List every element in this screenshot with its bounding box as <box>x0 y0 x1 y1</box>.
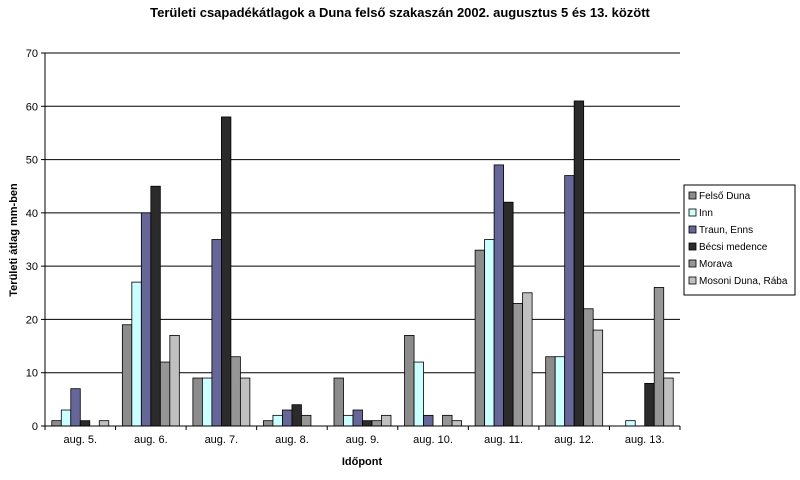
legend-label: Morava <box>699 259 733 270</box>
bar <box>493 164 505 427</box>
y-axis-title: Területi átlag mm-ben <box>8 183 20 297</box>
bar <box>150 185 161 427</box>
bar <box>545 356 556 427</box>
bar <box>522 292 533 427</box>
bar <box>564 175 575 427</box>
bar <box>512 303 524 427</box>
legend-label: Inn <box>699 208 713 219</box>
bar <box>79 420 91 427</box>
x-tick-label: aug. 11. <box>484 434 523 446</box>
bar <box>159 361 171 427</box>
bar <box>131 281 142 427</box>
bar <box>333 377 344 427</box>
bar <box>291 404 302 427</box>
bar <box>503 201 514 427</box>
x-tick-label: aug. 10. <box>413 434 453 446</box>
bar <box>451 420 462 427</box>
x-tick-label: aug. 5. <box>63 434 97 446</box>
bar <box>282 409 293 427</box>
legend-swatch <box>688 259 697 268</box>
y-tick-label: 50 <box>26 155 38 167</box>
bar <box>442 414 453 427</box>
y-tick-label: 20 <box>26 314 38 326</box>
x-tick-label: aug. 9. <box>346 434 380 446</box>
bar <box>592 329 604 427</box>
bar <box>121 324 133 427</box>
bar <box>404 335 415 427</box>
y-tick-label: 60 <box>26 101 38 113</box>
bar <box>573 100 585 427</box>
bar <box>484 239 495 427</box>
y-tick-labels: 0 10 20 30 40 50 60 70 <box>26 48 38 433</box>
legend-swatch <box>688 208 697 217</box>
bar <box>644 382 655 427</box>
bar <box>413 361 424 427</box>
x-tick-label: aug. 12. <box>554 434 594 446</box>
bar <box>60 409 72 427</box>
bar <box>625 420 636 427</box>
bar <box>272 414 283 427</box>
bar <box>583 308 594 427</box>
bar <box>653 287 665 427</box>
bar <box>263 420 274 427</box>
x-tick-labels: aug. 5. aug. 6. aug. 7. aug. 8. aug. 9. aug. … <box>44 426 681 446</box>
y-tick-label: 40 <box>26 208 38 220</box>
chart-title: Területi csapadékátlagok a Duna felső sz… <box>150 5 650 20</box>
bar <box>371 420 382 427</box>
bar <box>211 239 222 427</box>
y-tick-label: 30 <box>26 261 38 273</box>
bar <box>343 414 354 427</box>
bar <box>51 420 62 427</box>
x-axis-title: Időpont <box>342 456 383 468</box>
bar <box>230 356 241 427</box>
bar <box>381 414 392 427</box>
bar <box>301 414 312 427</box>
y-tick-label: 0 <box>32 421 38 433</box>
bar <box>423 414 434 427</box>
legend-swatch <box>688 242 697 251</box>
x-tick-label: aug. 13. <box>625 434 665 446</box>
legend-swatch <box>688 276 697 285</box>
axes <box>44 53 680 427</box>
legend: Felső Duna Inn Traun, Enns Bécsi medence Mor… <box>683 184 796 296</box>
y-tick-label: 10 <box>26 368 38 380</box>
bar <box>192 377 203 427</box>
legend-swatch <box>688 225 697 234</box>
bar <box>201 377 213 427</box>
x-tick-label: aug. 7. <box>205 434 239 446</box>
bar <box>474 249 486 427</box>
bar <box>362 420 373 427</box>
x-tick-label: aug. 8. <box>275 434 309 446</box>
bar <box>98 420 110 427</box>
bar <box>663 377 674 427</box>
y-tick-label: 70 <box>26 48 38 60</box>
bar <box>554 356 566 427</box>
bar <box>140 212 152 427</box>
legend-label: Bécsi medence <box>699 242 768 253</box>
bar <box>352 409 363 427</box>
legend-label: Mosoni Duna, Rába <box>699 276 788 287</box>
legend-box <box>683 184 796 296</box>
bar <box>70 388 81 427</box>
bar <box>169 335 180 427</box>
legend-label: Traun, Enns <box>699 225 753 236</box>
legend-label: Felső Duna <box>699 191 751 202</box>
x-tick-label: aug. 6. <box>134 434 168 446</box>
legend-swatch <box>688 191 697 200</box>
bar <box>220 116 232 427</box>
bar <box>239 377 251 427</box>
